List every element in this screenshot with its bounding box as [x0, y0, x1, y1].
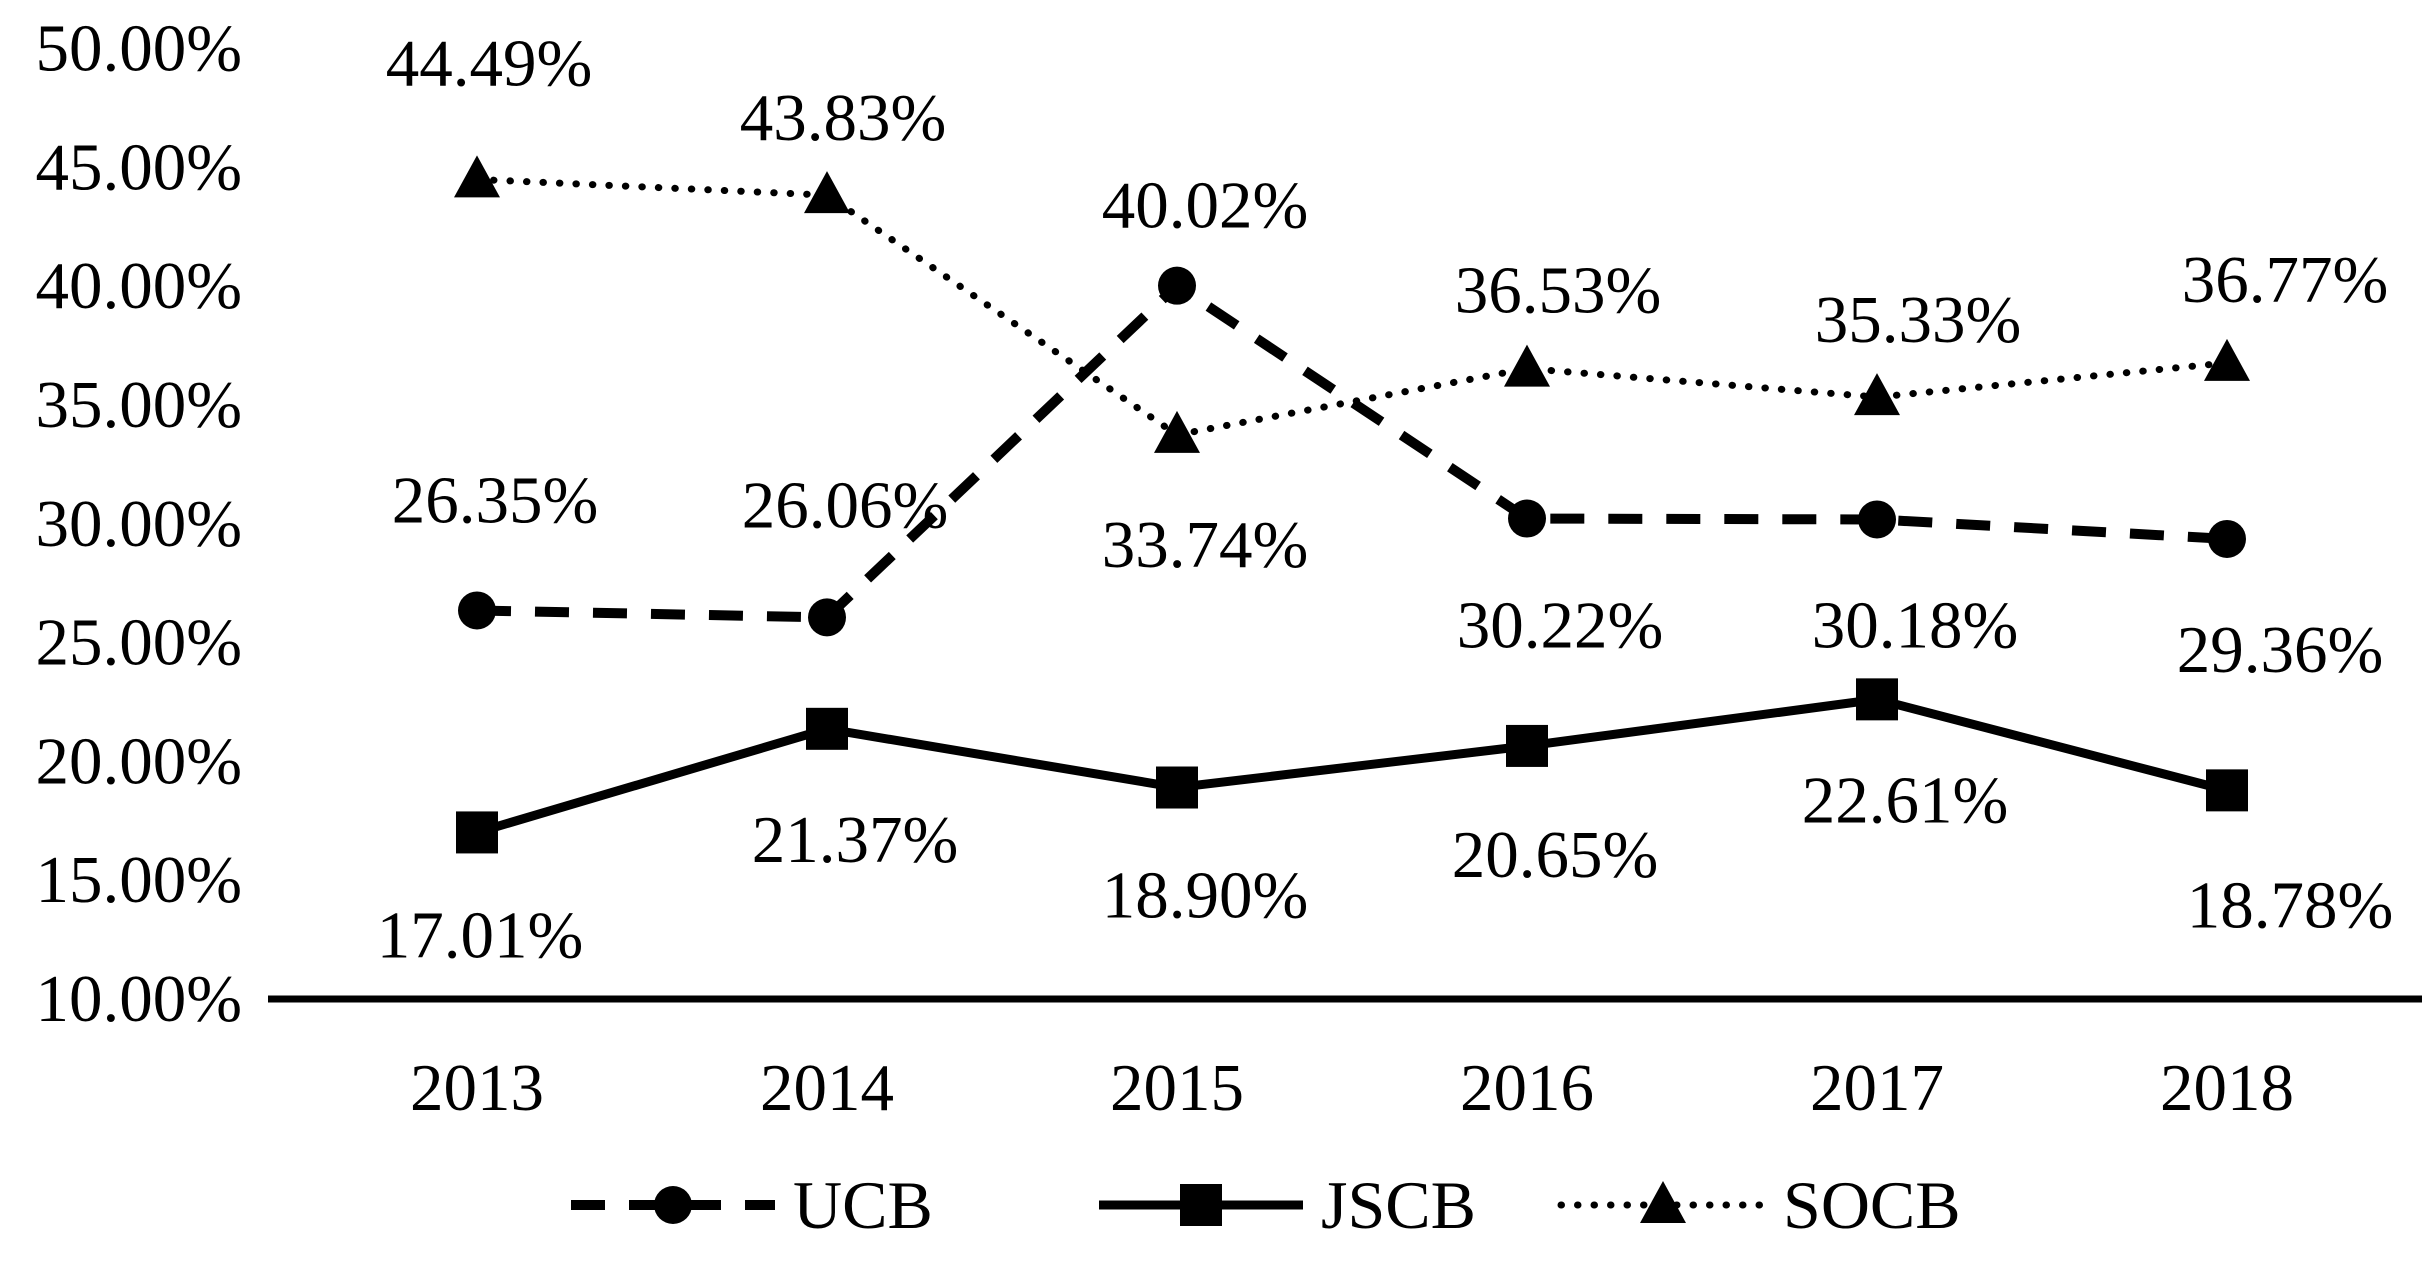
y-tick-label: 15.00%: [35, 843, 242, 917]
data-label-ucb: 26.35%: [392, 463, 599, 537]
series-socb-triangle-marker: [2204, 338, 2250, 381]
series-ucb-circle-marker: [2208, 519, 2246, 558]
series-jscb-square-marker: [1156, 766, 1198, 809]
series-jscb-square-marker: [806, 707, 848, 750]
y-tick-label: 40.00%: [35, 249, 242, 323]
series-ucb-circle-marker: [1858, 500, 1896, 539]
x-axis-label: 2015: [1110, 1051, 1244, 1125]
x-axis-label: 2018: [2160, 1051, 2294, 1125]
legend-socb-triangle-icon: [1640, 1181, 1686, 1223]
y-tick-label: 30.00%: [35, 487, 242, 561]
series-socb-triangle-marker: [454, 155, 500, 198]
y-tick-label: 35.00%: [35, 368, 242, 442]
y-tick-label: 20.00%: [35, 724, 242, 798]
series-socb-triangle-marker: [1154, 410, 1200, 453]
data-label-socb: 44.49%: [386, 26, 593, 100]
data-label-jscb: 18.78%: [2187, 868, 2394, 942]
data-label-socb: 43.83%: [740, 81, 947, 155]
legend-label-ucb: UCB: [793, 1167, 933, 1243]
series-jscb-square-marker: [2206, 769, 2248, 812]
series-ucb-line: [476, 279, 2228, 623]
legend-ucb-circle-icon: [654, 1186, 692, 1224]
series-ucb-circle-marker: [1158, 266, 1196, 305]
data-label-jscb: 18.90%: [1102, 859, 1309, 933]
series-jscb-square-marker: [456, 811, 498, 854]
y-tick-label: 25.00%: [35, 606, 242, 680]
series-ucb-circle-marker: [1508, 499, 1546, 538]
series-ucb-circle-marker: [808, 598, 846, 637]
data-label-socb: 33.74%: [1102, 508, 1309, 582]
y-tick-label: 50.00%: [35, 12, 242, 86]
x-axis-label: 2017: [1810, 1051, 1944, 1125]
data-label-jscb: 20.65%: [1452, 818, 1659, 892]
data-label-ucb: 30.18%: [1812, 588, 2019, 662]
series-jscb-square-marker: [1856, 678, 1898, 721]
series-ucb-circle-marker: [458, 591, 496, 630]
legend-jscb-square-icon: [1180, 1184, 1222, 1226]
data-label-ucb: 40.02%: [1102, 169, 1309, 243]
data-label-ucb: 29.36%: [2177, 613, 2384, 687]
series-socb-triangle-marker: [1854, 373, 1900, 416]
data-label-jscb: 17.01%: [377, 898, 584, 972]
data-label-ucb: 30.22%: [1457, 589, 1664, 663]
y-tick-label: 45.00%: [35, 130, 242, 204]
x-axis-label: 2013: [410, 1051, 544, 1125]
data-label-jscb: 22.61%: [1802, 763, 2009, 837]
legend-label-jscb: JSCB: [1321, 1167, 1476, 1243]
data-label-socb: 35.33%: [1815, 283, 2022, 357]
series-socb-triangle-marker: [804, 171, 850, 214]
x-axis-label: 2016: [1460, 1051, 1594, 1125]
y-tick-label: 10.00%: [35, 962, 242, 1036]
series-socb-triangle-marker: [1504, 344, 1550, 387]
data-label-socb: 36.77%: [2182, 243, 2389, 317]
legend-label-socb: SOCB: [1783, 1167, 1961, 1243]
series-jscb-square-marker: [1506, 724, 1548, 767]
series-jscb-line: [475, 694, 2229, 837]
data-label-socb: 36.53%: [1455, 254, 1662, 328]
x-axis-label: 2014: [760, 1051, 894, 1125]
data-label-ucb: 26.06%: [742, 468, 949, 542]
data-label-jscb: 21.37%: [752, 803, 959, 877]
